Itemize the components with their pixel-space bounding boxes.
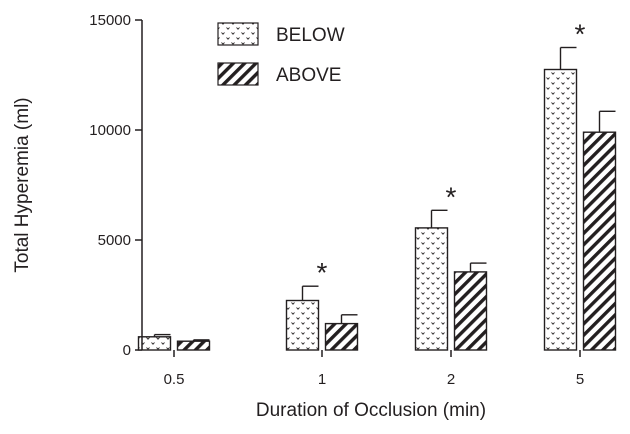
legend-label-below: BELOW [276,25,345,46]
bar-above [324,322,359,351]
significance-marker: * [317,257,328,288]
x-tick-label: 5 [576,371,584,388]
bar-below [137,336,172,351]
bar-below [414,227,449,351]
y-tick-label: 10000 [89,122,131,139]
significance-marker: * [575,19,586,50]
legend-swatch-above [217,62,259,86]
x-tick-label: 1 [318,371,326,388]
x-tick-label: 0.5 [164,371,185,388]
y-tick-label: 5000 [98,232,131,249]
x-tick-label: 2 [447,371,455,388]
plot-area: 0 5000 10000 15000 0.5 1 2 5 * * * [89,12,617,388]
bar-below [543,68,578,351]
significance-marker: * [446,181,457,212]
y-tick-label: 15000 [89,12,131,29]
legend: BELOW ABOVE [217,22,345,86]
legend-label-above: ABOVE [276,65,341,86]
y-tick-label: 0 [123,342,131,359]
legend-swatch-below [217,22,259,46]
y-axis-label: Total Hyperemia (ml) [12,97,33,272]
bar-above [453,271,488,351]
bar-below [285,299,320,351]
x-axis-label: Duration of Occlusion (min) [256,400,486,421]
bar-above [176,340,211,351]
bar-above [582,131,617,351]
